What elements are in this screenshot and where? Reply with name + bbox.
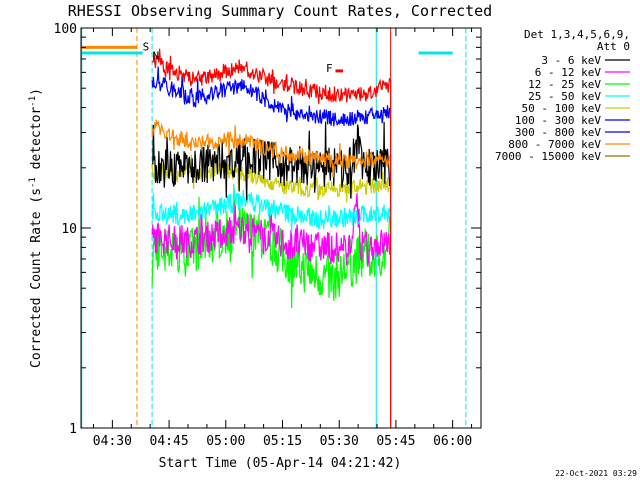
- y-axis: 1 10 100: [54, 22, 481, 437]
- x-tick-label: 05:45: [376, 434, 415, 449]
- series-line: [151, 66, 391, 127]
- y-tick-label: 10: [61, 222, 77, 237]
- y-axis-label-sup1: -1: [28, 177, 38, 188]
- generated-timestamp: 22-Oct-2021 03:29: [555, 469, 637, 478]
- y-axis-label-sup2: -1: [28, 96, 38, 107]
- x-tick-label: 05:00: [206, 434, 245, 449]
- y-tick-label: 100: [54, 22, 77, 37]
- y-axis-label-mid: detector: [29, 107, 44, 178]
- legend-entry-label: 300 - 800 keV: [515, 126, 601, 139]
- series-line: [151, 193, 391, 267]
- y-axis-label-main: Corrected Count Rate (s: [29, 188, 44, 368]
- legend-entry-label: 12 - 25 keV: [528, 78, 601, 91]
- flag-label: S: [143, 40, 150, 53]
- y-axis-label-end: ): [29, 88, 44, 96]
- series-line: [151, 119, 391, 178]
- legend-entry-label: 800 - 7000 keV: [508, 138, 601, 151]
- x-axis: 04:30 04:45 05:00 05:15 05:30 05:45 06:00: [93, 28, 472, 449]
- x-tick-label: 06:00: [433, 434, 472, 449]
- x-tick-label: 04:45: [150, 434, 189, 449]
- y-axis-label: Corrected Count Rate (s-1 detector-1): [28, 88, 44, 368]
- flag-label: F: [326, 62, 333, 75]
- legend-entry-label: 25 - 50 keV: [528, 90, 601, 103]
- legend-header-line-2: Att 0: [597, 40, 630, 53]
- x-axis-label: Start Time (05-Apr-14 04:21:42): [159, 456, 402, 471]
- x-tick-label: 05:30: [320, 434, 359, 449]
- plot-frame: [80, 27, 482, 429]
- series-line: [151, 154, 391, 203]
- legend-entry-label: 3 - 6 keV: [541, 54, 601, 67]
- series-line: [151, 183, 391, 233]
- chart-title: RHESSI Observing Summary Count Rates, Co…: [68, 2, 492, 20]
- legend-entry-label: 7000 - 15000 keV: [495, 150, 601, 163]
- legend-entry-label: 100 - 300 keV: [515, 114, 601, 127]
- flag-label: N: [152, 49, 159, 62]
- legend-entry-label: 6 - 12 keV: [535, 66, 602, 79]
- y-tick-label: 1: [69, 422, 77, 437]
- x-tick-label: 05:15: [263, 434, 302, 449]
- legend-entry-label: 50 - 100 keV: [522, 102, 602, 115]
- x-tick-label: 04:30: [93, 434, 132, 449]
- series-line: [151, 48, 391, 104]
- legend-header-line-1: Det 1,3,4,5,6,9,: [524, 28, 630, 41]
